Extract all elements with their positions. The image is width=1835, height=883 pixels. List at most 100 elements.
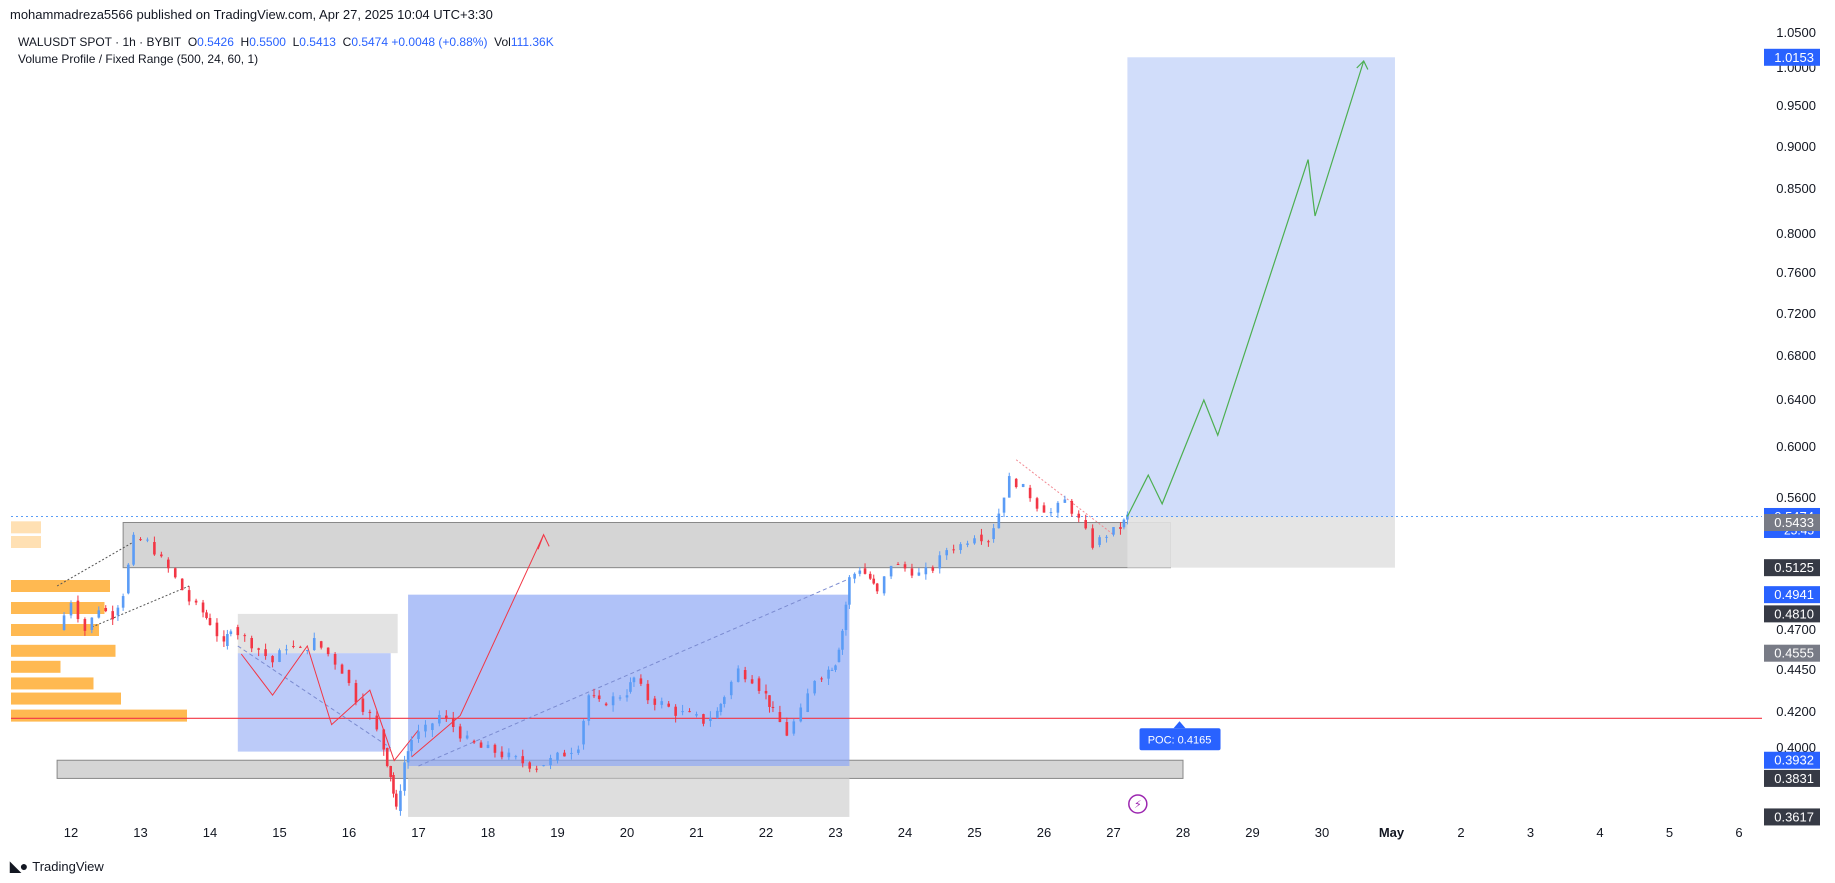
candle-body-120 — [820, 678, 823, 680]
candle-body-80 — [570, 752, 573, 754]
candle-body-16 — [167, 559, 170, 569]
y-tick-label-3: 0.9000 — [1776, 139, 1816, 154]
volume-bar-7 — [11, 677, 94, 690]
price-label-bg-5 — [1764, 605, 1820, 623]
candle-body-164 — [1084, 520, 1087, 529]
candle-body-82 — [582, 720, 585, 745]
open-value: 0.5426 — [197, 35, 234, 49]
candle-body-78 — [556, 752, 559, 761]
x-tick-label-13: 25 — [967, 825, 981, 840]
trend-line-3 — [418, 578, 850, 767]
y-tick-label-14: 0.4200 — [1776, 704, 1816, 719]
zone-6 — [1127, 57, 1395, 517]
candle-body-111 — [764, 690, 768, 694]
candle-body-77 — [549, 757, 552, 766]
close-value: 0.5474 — [351, 35, 389, 49]
candle-body-54 — [399, 790, 402, 811]
candle-body-73 — [521, 756, 525, 764]
candle-body-27 — [229, 631, 233, 635]
ohlc-row: WALUSDT SPOT · 1h · BYBIT O0.5426 H0.550… — [18, 34, 554, 51]
candle-body-149 — [987, 541, 990, 543]
candle-body-13 — [146, 539, 149, 541]
candle-body-10 — [127, 564, 130, 594]
candle-body-151 — [997, 513, 1001, 529]
candle-body-150 — [992, 528, 995, 540]
candle-body-118 — [806, 693, 809, 712]
price-label-2: 0.5433 — [1774, 515, 1814, 530]
change-value: +0.0048 (+0.88%) — [391, 35, 488, 49]
candle-body-79 — [563, 752, 566, 757]
candle-body-35 — [285, 649, 288, 651]
candle-body-63 — [451, 718, 455, 728]
candle-body-137 — [903, 564, 907, 569]
candle-body-124 — [837, 649, 841, 662]
candle-body-146 — [966, 543, 969, 545]
volume-bar-6 — [11, 660, 61, 673]
candle-body-129 — [858, 570, 862, 574]
candle-body-15 — [160, 554, 163, 557]
candle-body-67 — [479, 742, 483, 748]
candle-body-61 — [438, 715, 441, 724]
indicator-label[interactable]: Volume Profile / Fixed Range (500, 24, 6… — [18, 52, 259, 66]
candle-body-90 — [629, 682, 632, 692]
candle-body-165 — [1091, 528, 1094, 548]
candle-body-162 — [1070, 500, 1074, 514]
candle-body-6 — [104, 608, 108, 612]
candle-body-74 — [528, 762, 531, 769]
y-tick-label-15: 0.4000 — [1776, 740, 1816, 755]
zone-0 — [122, 521, 1171, 569]
x-tick-label-6: 18 — [481, 825, 495, 840]
price-label-6: 0.4555 — [1774, 646, 1814, 661]
candle-body-110 — [757, 678, 761, 691]
price-label-4: 0.4941 — [1774, 587, 1814, 602]
candle-body-106 — [729, 681, 733, 696]
x-tick-label-8: 20 — [620, 825, 634, 840]
tradingview-logo-icon: ◣● — [10, 858, 28, 874]
candle-body-170 — [1122, 519, 1126, 528]
chart-legend: WALUSDT SPOT · 1h · BYBIT O0.5426 H0.550… — [18, 34, 554, 68]
x-tick-label-15: 27 — [1106, 825, 1120, 840]
candle-body-3 — [83, 619, 87, 631]
candle-body-89 — [625, 695, 629, 698]
candle-body-159 — [1049, 512, 1053, 514]
candle-body-139 — [917, 572, 921, 576]
candle-body-24 — [215, 622, 219, 637]
candle-body-8 — [116, 607, 120, 616]
candle-body-69 — [493, 744, 497, 753]
brand-label: TradingView — [32, 859, 104, 874]
candle-body-12 — [139, 539, 142, 541]
y-tick-label-5: 0.8000 — [1776, 226, 1816, 241]
candle-body-5 — [97, 610, 101, 618]
poc-label-box — [1139, 728, 1221, 751]
candle-body-86 — [604, 703, 608, 706]
x-tick-label-19: May — [1379, 825, 1405, 840]
candle-body-47 — [368, 711, 372, 714]
red-zigzag — [240, 644, 419, 762]
candle-body-167 — [1105, 536, 1108, 538]
open-label: O — [187, 35, 198, 49]
trend-line-2 — [91, 585, 190, 628]
candle-body-33 — [271, 656, 274, 663]
candle-body-28 — [236, 627, 240, 636]
symbol-label[interactable]: WALUSDT SPOT · 1h · BYBIT — [18, 35, 182, 49]
y-tick-label-4: 0.8500 — [1776, 181, 1816, 196]
price-label-3: 0.5125 — [1774, 560, 1814, 575]
candle-body-76 — [542, 765, 545, 767]
candle-body-9 — [121, 596, 125, 608]
candle-body-145 — [959, 544, 962, 551]
candle-body-19 — [187, 590, 191, 602]
candle-body-131 — [868, 573, 872, 579]
volume-bar-1 — [11, 536, 41, 548]
tradingview-brand[interactable]: ◣● TradingView — [10, 858, 104, 875]
volume-label: Vol — [494, 35, 511, 49]
candle-body-55 — [403, 762, 406, 791]
candle-body-38 — [306, 650, 309, 652]
candle-body-11 — [132, 534, 135, 565]
candle-body-94 — [653, 698, 657, 705]
low-value: 0.5413 — [299, 35, 336, 49]
x-tick-label-5: 17 — [411, 825, 425, 840]
candle-body-168 — [1112, 527, 1115, 535]
candle-body-105 — [723, 697, 726, 704]
candle-body-143 — [945, 550, 948, 556]
